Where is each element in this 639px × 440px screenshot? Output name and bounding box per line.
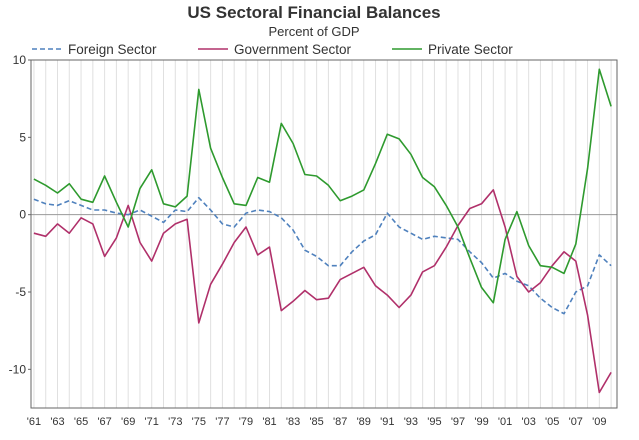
chart-subtitle: Percent of GDP: [268, 24, 359, 39]
x-tick-label: '87: [333, 416, 347, 428]
y-tick-label: -10: [9, 362, 27, 376]
x-tick-label: '05: [545, 416, 559, 428]
x-tick-label: '83: [286, 416, 300, 428]
y-axis-ticks: 10 5 0 -5 -10: [9, 53, 31, 376]
x-tick-label: '75: [192, 416, 206, 428]
x-tick-label: '67: [97, 416, 111, 428]
x-tick-label: '77: [215, 416, 229, 428]
x-axis-ticks: '61 '63 '65 '67 '69 '71 '73 '75 '77 '79 '81 '83 '85 '…: [27, 416, 607, 428]
x-tick-label: '61: [27, 416, 41, 428]
legend-label-private-sector: Private Sector: [428, 42, 513, 57]
x-tick-label: '09: [592, 416, 606, 428]
legend-label-foreign-sector: Foreign Sector: [68, 42, 157, 57]
government-sector-line: [33, 189, 612, 394]
y-tick-label: -5: [15, 285, 26, 299]
x-tick-label: '65: [74, 416, 88, 428]
x-tick-label: '07: [569, 416, 583, 428]
x-tick-label: '71: [145, 416, 159, 428]
x-tick-label: '93: [404, 416, 418, 428]
x-tick-label: '89: [357, 416, 371, 428]
x-tick-label: '97: [451, 416, 465, 428]
series-layer: [33, 68, 612, 394]
x-tick-label: '99: [474, 416, 488, 428]
y-tick-label: 5: [19, 130, 26, 144]
plot-frame: [30, 59, 618, 409]
x-tick-label: '63: [50, 416, 64, 428]
y-tick-label: 10: [13, 53, 27, 67]
x-tick-label: '73: [168, 416, 182, 428]
x-tick-label: '91: [380, 416, 394, 428]
x-tick-label: '03: [521, 416, 535, 428]
x-tick-label: '79: [239, 416, 253, 428]
legend-label-government-sector: Government Sector: [234, 42, 352, 57]
x-tick-label: '69: [121, 416, 135, 428]
grid-layer: [31, 60, 617, 408]
legend: Foreign Sector Government Sector Private S…: [32, 42, 513, 57]
x-tick-label: '81: [262, 416, 276, 428]
private-sector-line: [33, 68, 612, 304]
x-tick-label: '85: [309, 416, 323, 428]
x-tick-label: '01: [498, 416, 512, 428]
y-tick-label: 0: [19, 208, 26, 222]
x-tick-label: '95: [427, 416, 441, 428]
chart-title: US Sectoral Financial Balances: [187, 3, 440, 22]
